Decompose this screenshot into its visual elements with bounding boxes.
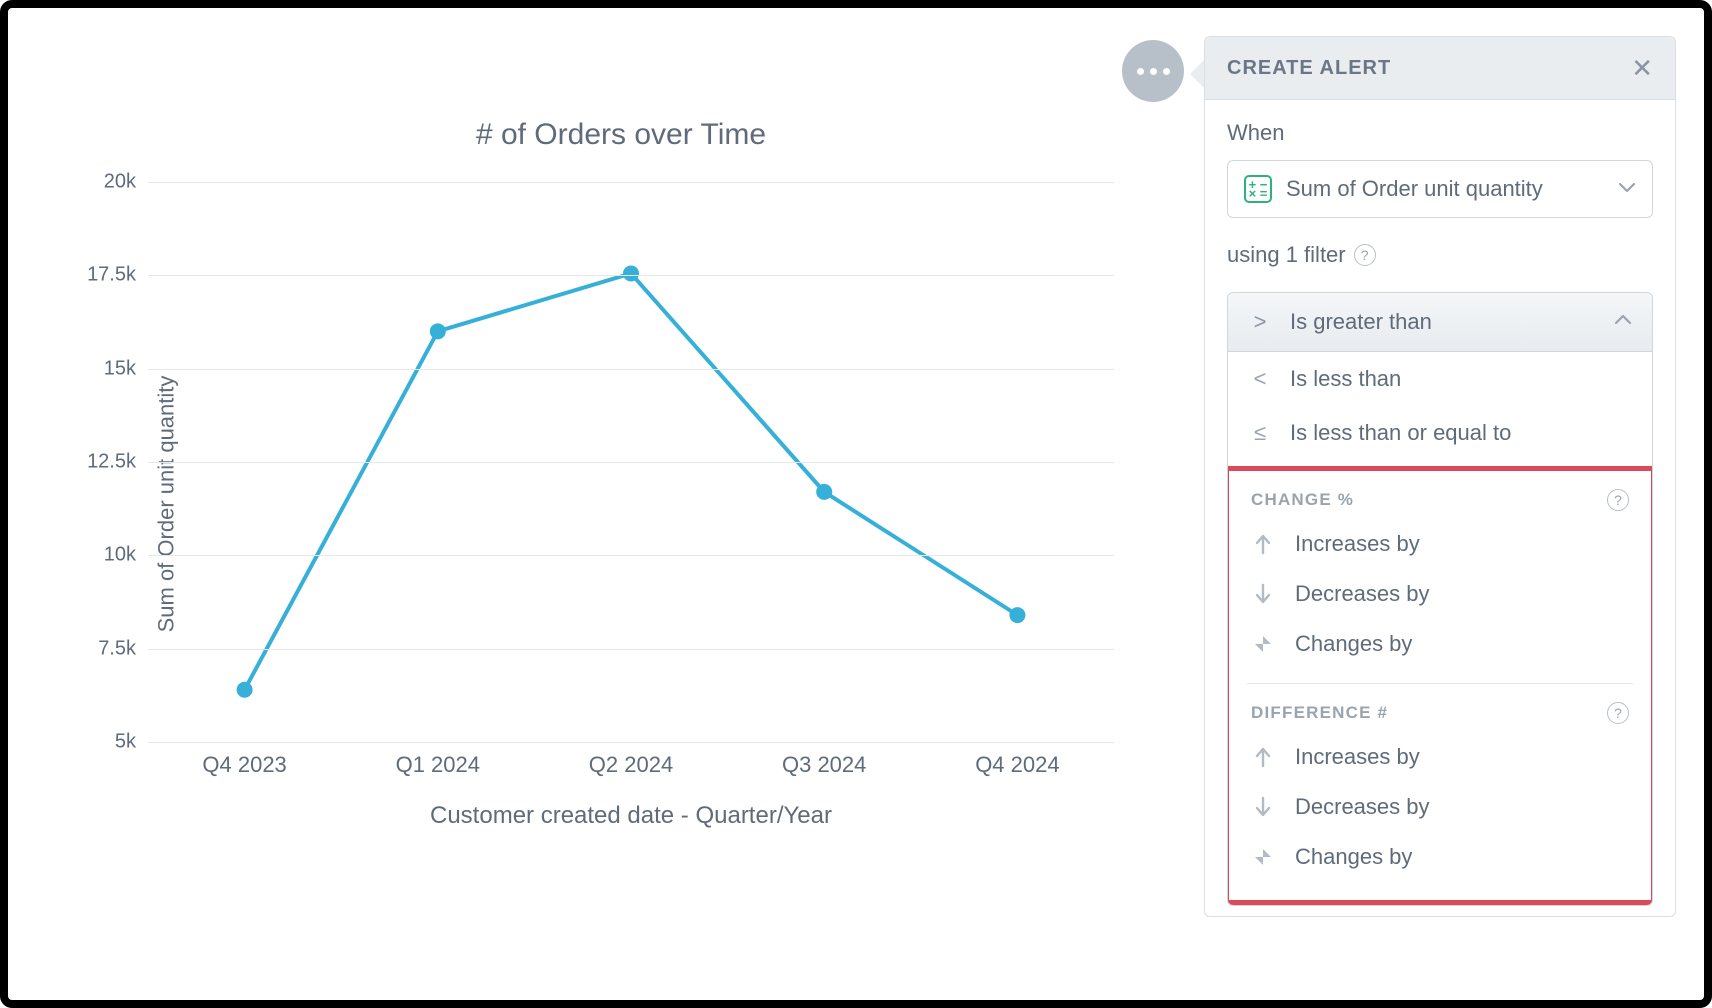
condition-label: Is less than or equal to (1290, 420, 1511, 446)
panel-title: CREATE ALERT (1227, 57, 1391, 80)
divider (1247, 683, 1633, 684)
gridline (148, 649, 1114, 650)
group-option-label: Increases by (1295, 744, 1420, 770)
chart-line (245, 273, 1018, 689)
chart-marker (623, 265, 639, 281)
panel-pointer-icon (1190, 60, 1204, 88)
condition-symbol: < (1248, 366, 1272, 392)
condition-option[interactable]: ≤ Is less than or equal to (1228, 406, 1652, 460)
group-option[interactable]: Decreases by (1239, 569, 1641, 619)
group-option-label: Changes by (1295, 844, 1412, 870)
changes-icon (1251, 847, 1275, 867)
chart-menu-button[interactable] (1122, 40, 1184, 102)
metric-select[interactable]: + −× = Sum of Order unit quantity (1227, 160, 1653, 218)
group-option[interactable]: Increases by (1239, 519, 1641, 569)
group-option[interactable]: Changes by (1239, 619, 1641, 669)
group-title: CHANGE % (1251, 490, 1354, 510)
gridline (148, 275, 1114, 276)
condition-label: Is greater than (1290, 309, 1432, 335)
gridline (148, 555, 1114, 556)
ytick-label: 7.5k (76, 637, 136, 660)
panel-body: When + −× = Sum of Order unit quantity u… (1205, 100, 1675, 916)
metric-icon: + −× = (1244, 175, 1272, 203)
condition-symbol: > (1248, 309, 1272, 335)
filter-info: using 1 filter ? (1227, 242, 1653, 268)
condition-label: Is less than (1290, 366, 1401, 392)
chart-marker (816, 484, 832, 500)
chart-marker (237, 682, 253, 698)
help-icon[interactable]: ? (1607, 702, 1629, 724)
highlighted-options: CHANGE %? Increases by Decreases by Changes… (1227, 466, 1653, 905)
gridline (148, 182, 1114, 183)
ytick-label: 12.5k (76, 451, 136, 474)
ytick-label: 17.5k (76, 264, 136, 287)
app-frame: # of Orders over Time Sum of Order unit … (0, 0, 1712, 1008)
group-option-label: Decreases by (1295, 794, 1430, 820)
chart-xlabels: Q4 2023 Q1 2024 Q2 2024 Q3 2024 Q4 2024 (148, 752, 1114, 782)
help-icon[interactable]: ? (1354, 244, 1376, 266)
group-option-label: Changes by (1295, 631, 1412, 657)
metric-select-text: Sum of Order unit quantity (1286, 176, 1543, 202)
gridline (148, 369, 1114, 370)
group-option-label: Increases by (1295, 531, 1420, 557)
group-title: DIFFERENCE # (1251, 703, 1388, 723)
chart-marker (430, 323, 446, 339)
when-label: When (1227, 120, 1653, 146)
alert-panel: CREATE ALERT ✕ When + −× = Sum of Order … (1204, 36, 1676, 917)
up-icon (1251, 533, 1275, 555)
ytick-label: 15k (76, 357, 136, 380)
down-icon (1251, 796, 1275, 818)
group-header: DIFFERENCE #? (1239, 698, 1641, 732)
changes-icon (1251, 634, 1275, 654)
chevron-up-icon (1614, 313, 1632, 331)
ytick-label: 20k (76, 171, 136, 194)
gridline (148, 742, 1114, 743)
condition-selected[interactable]: > Is greater than (1228, 293, 1652, 352)
content-row: # of Orders over Time Sum of Order unit … (8, 8, 1704, 1000)
chart-title: # of Orders over Time (68, 118, 1174, 152)
xtick-label: Q4 2023 (202, 752, 286, 778)
xtick-label: Q3 2024 (782, 752, 866, 778)
condition-option[interactable]: < Is less than (1228, 352, 1652, 406)
chart-area: # of Orders over Time Sum of Order unit … (8, 8, 1204, 1000)
chart-plot: Q4 2023Q1 2024Q2 2024Q3 2024Q4 2024 5k7.… (148, 182, 1114, 742)
condition-symbol: ≤ (1248, 420, 1272, 446)
alert-panel-wrap: CREATE ALERT ✕ When + −× = Sum of Order … (1204, 8, 1704, 1000)
xtick-label: Q4 2024 (975, 752, 1059, 778)
chevron-down-icon (1618, 180, 1636, 198)
panel-header: CREATE ALERT ✕ (1205, 37, 1675, 100)
group-option-label: Decreases by (1295, 581, 1430, 607)
help-icon[interactable]: ? (1607, 489, 1629, 511)
group-option[interactable]: Decreases by (1239, 782, 1641, 832)
down-icon (1251, 583, 1275, 605)
group-header: CHANGE %? (1239, 485, 1641, 519)
ytick-label: 10k (76, 544, 136, 567)
group-option[interactable]: Increases by (1239, 732, 1641, 782)
gridline (148, 462, 1114, 463)
condition-dropdown: > Is greater than < Is less than ≤ Is less … (1227, 292, 1653, 906)
filter-text: using 1 filter (1227, 242, 1346, 268)
group-option[interactable]: Changes by (1239, 832, 1641, 882)
xtick-label: Q1 2024 (396, 752, 480, 778)
chart-marker (1009, 607, 1025, 623)
close-icon[interactable]: ✕ (1631, 55, 1653, 81)
up-icon (1251, 746, 1275, 768)
ytick-label: 5k (76, 731, 136, 754)
xtick-label: Q2 2024 (589, 752, 673, 778)
chart-xlabel: Customer created date - Quarter/Year (148, 802, 1114, 830)
